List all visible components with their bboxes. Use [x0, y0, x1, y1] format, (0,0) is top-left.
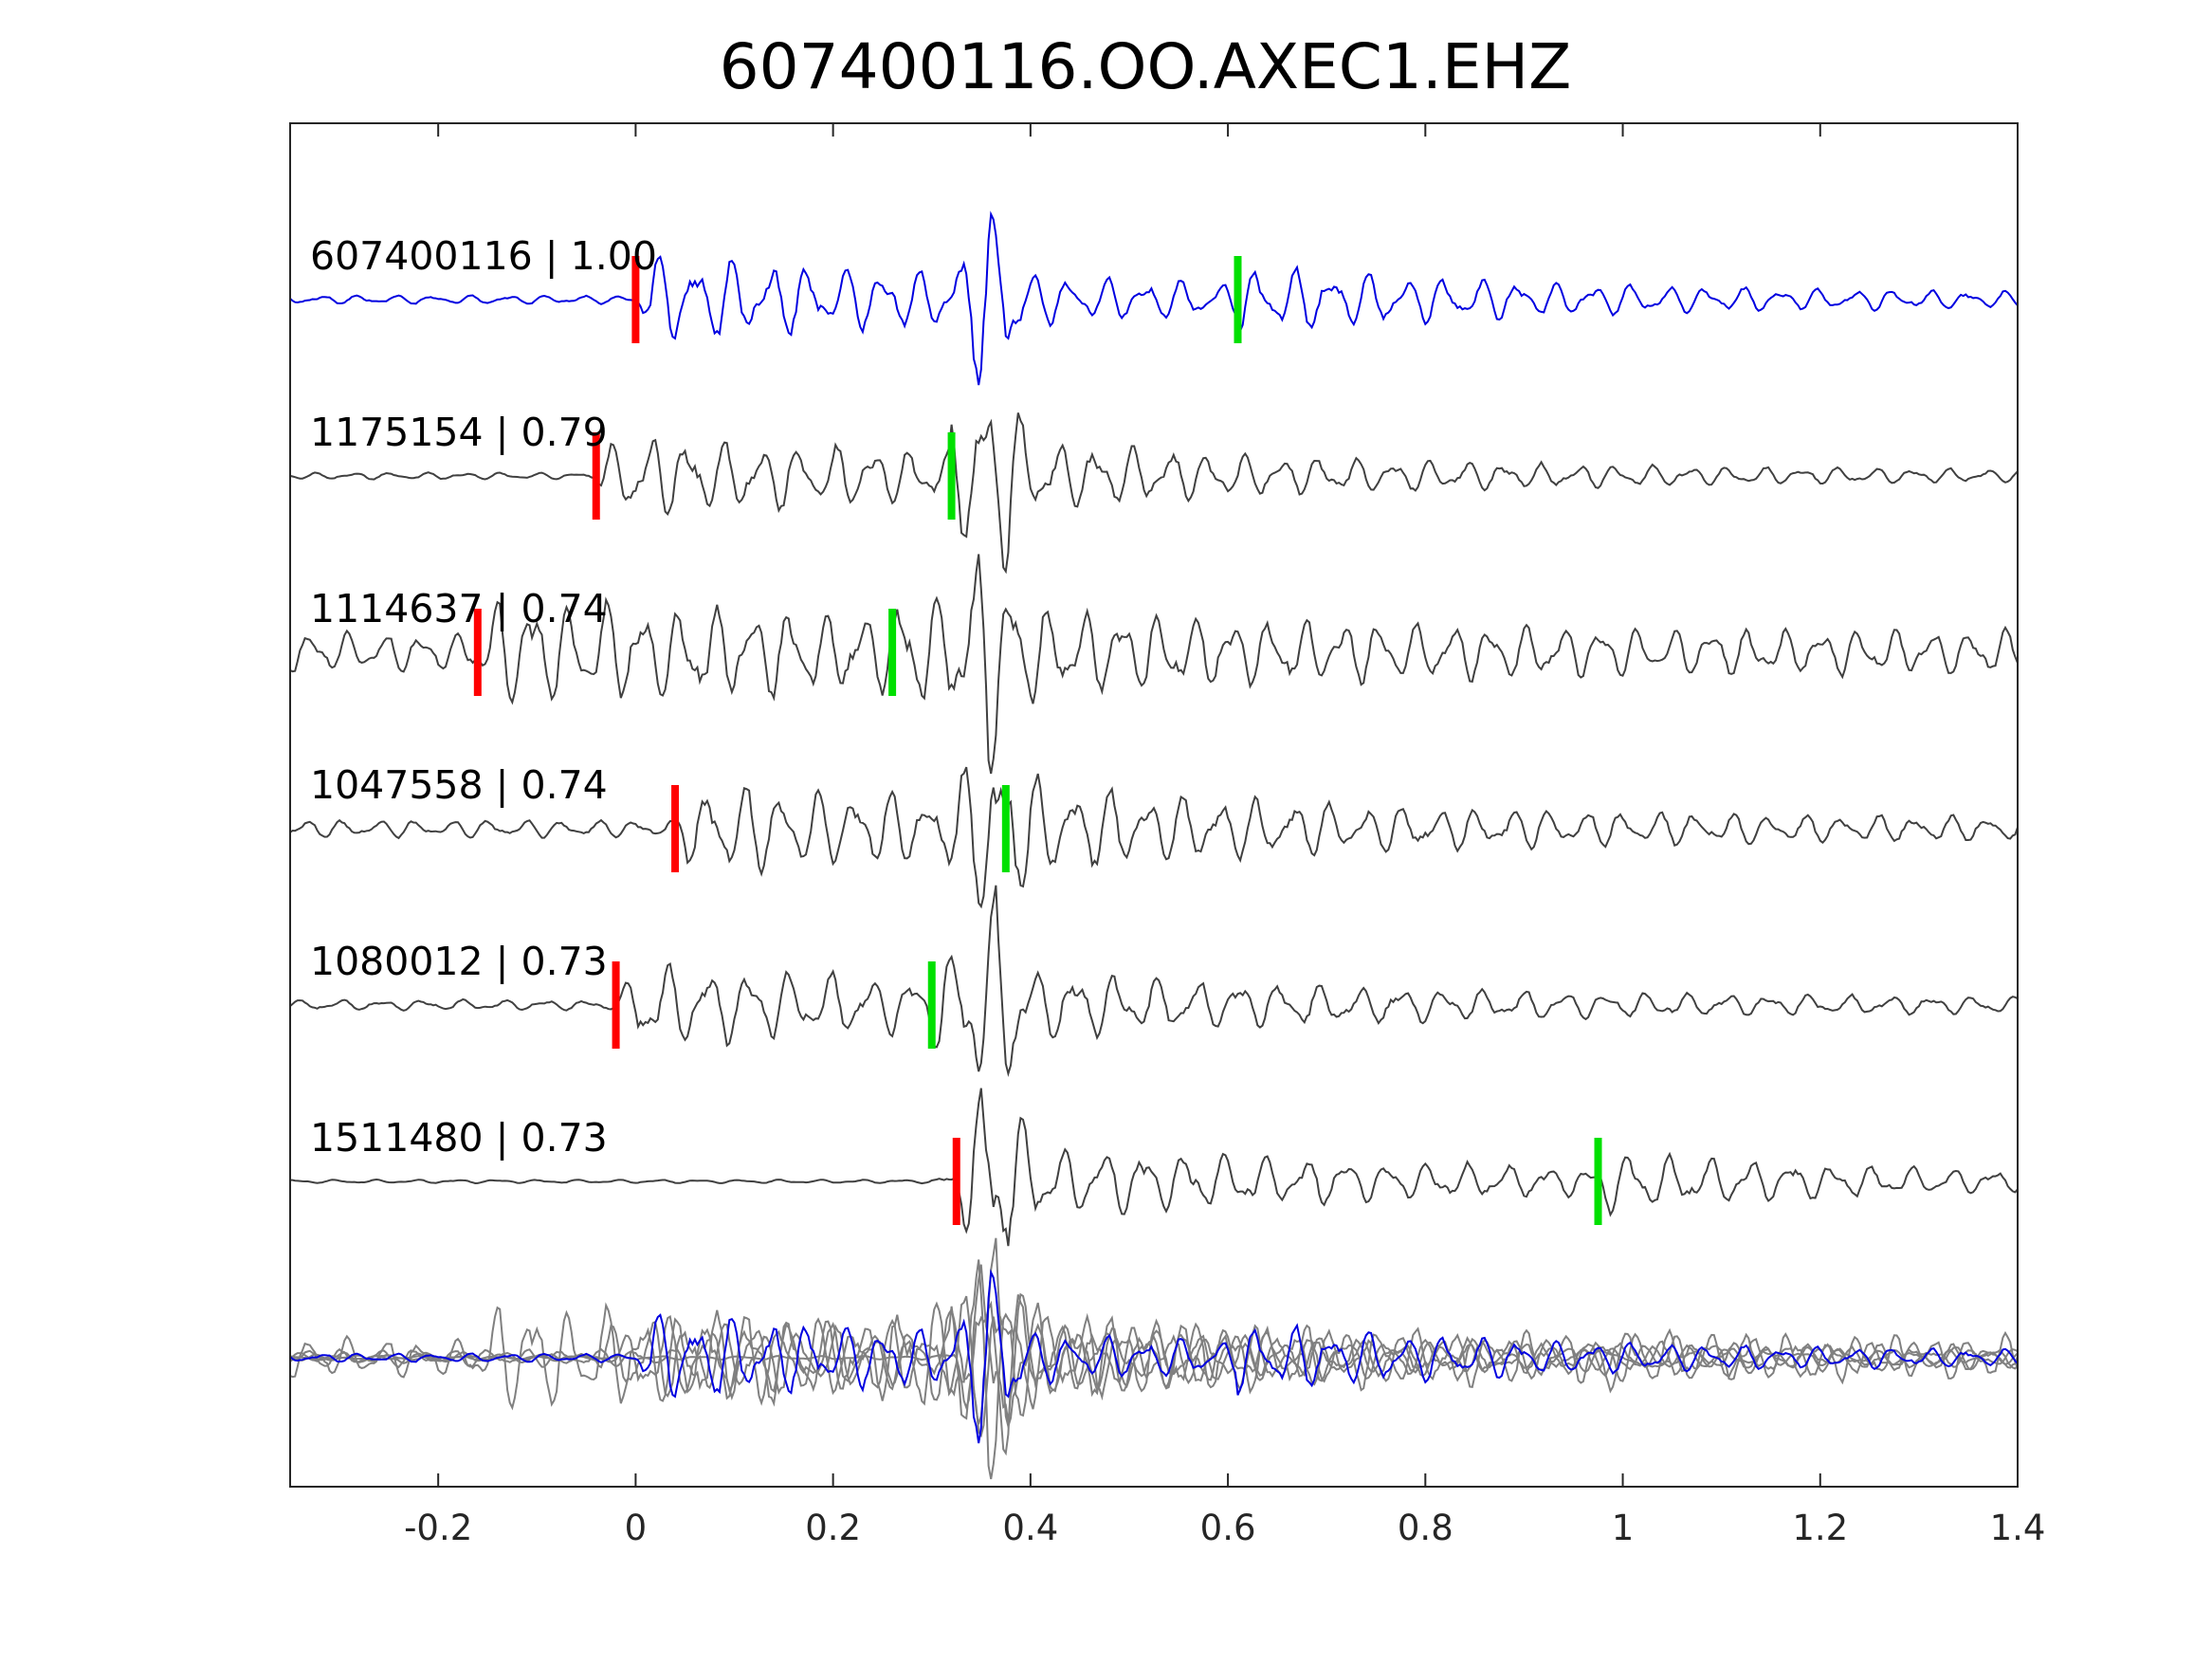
trace-line-3 [289, 766, 2019, 909]
trace-label-1: 1175154 | 0.79 [310, 410, 608, 455]
labels-layer: 607400116 | 1.00 1175154 | 0.79 1114637 | … [310, 233, 657, 1161]
trace-label-0: 607400116 | 1.00 [310, 233, 657, 279]
x-tick-label-1: 0 [625, 1508, 648, 1548]
axes-layer: -0.2 0 0.2 0.4 0.6 0.8 1 1.2 1.4 [289, 122, 2046, 1548]
x-tick-label-7: 1.2 [1792, 1508, 1848, 1548]
trace-label-2: 1114637 | 0.74 [310, 586, 608, 631]
overlay-trace-5 [289, 1269, 2019, 1444]
trace-line-4 [289, 885, 2019, 1078]
trace-line-5 [290, 1088, 2019, 1247]
x-tick-label-6: 1 [1612, 1508, 1635, 1548]
overlay-trace-1 [289, 1259, 2019, 1480]
trace-line-1 [289, 412, 2019, 575]
x-tick-label-0: -0.2 [404, 1508, 472, 1548]
x-tick-label-4: 0.6 [1200, 1508, 1256, 1548]
traces-layer [289, 210, 2019, 1480]
x-tick-label-3: 0.4 [1002, 1508, 1058, 1548]
picks-layer [473, 256, 1602, 1225]
x-tick-label-2: 0.2 [805, 1508, 861, 1548]
overlay-trace-2 [289, 1295, 2019, 1438]
plot-area-frame [289, 122, 2019, 1488]
x-tick-label-5: 0.8 [1398, 1508, 1453, 1548]
trace-label-3: 1047558 | 0.74 [310, 762, 608, 808]
trace-label-5: 1511480 | 0.73 [310, 1115, 608, 1161]
x-tick-label-8: 1.4 [1990, 1508, 2046, 1548]
chart-title: 607400116.OO.AXEC1.EHZ [720, 30, 1572, 103]
trace-label-4: 1080012 | 0.73 [310, 939, 608, 984]
trace-line-0 [289, 210, 2019, 386]
trace-line-2 [289, 554, 2019, 775]
